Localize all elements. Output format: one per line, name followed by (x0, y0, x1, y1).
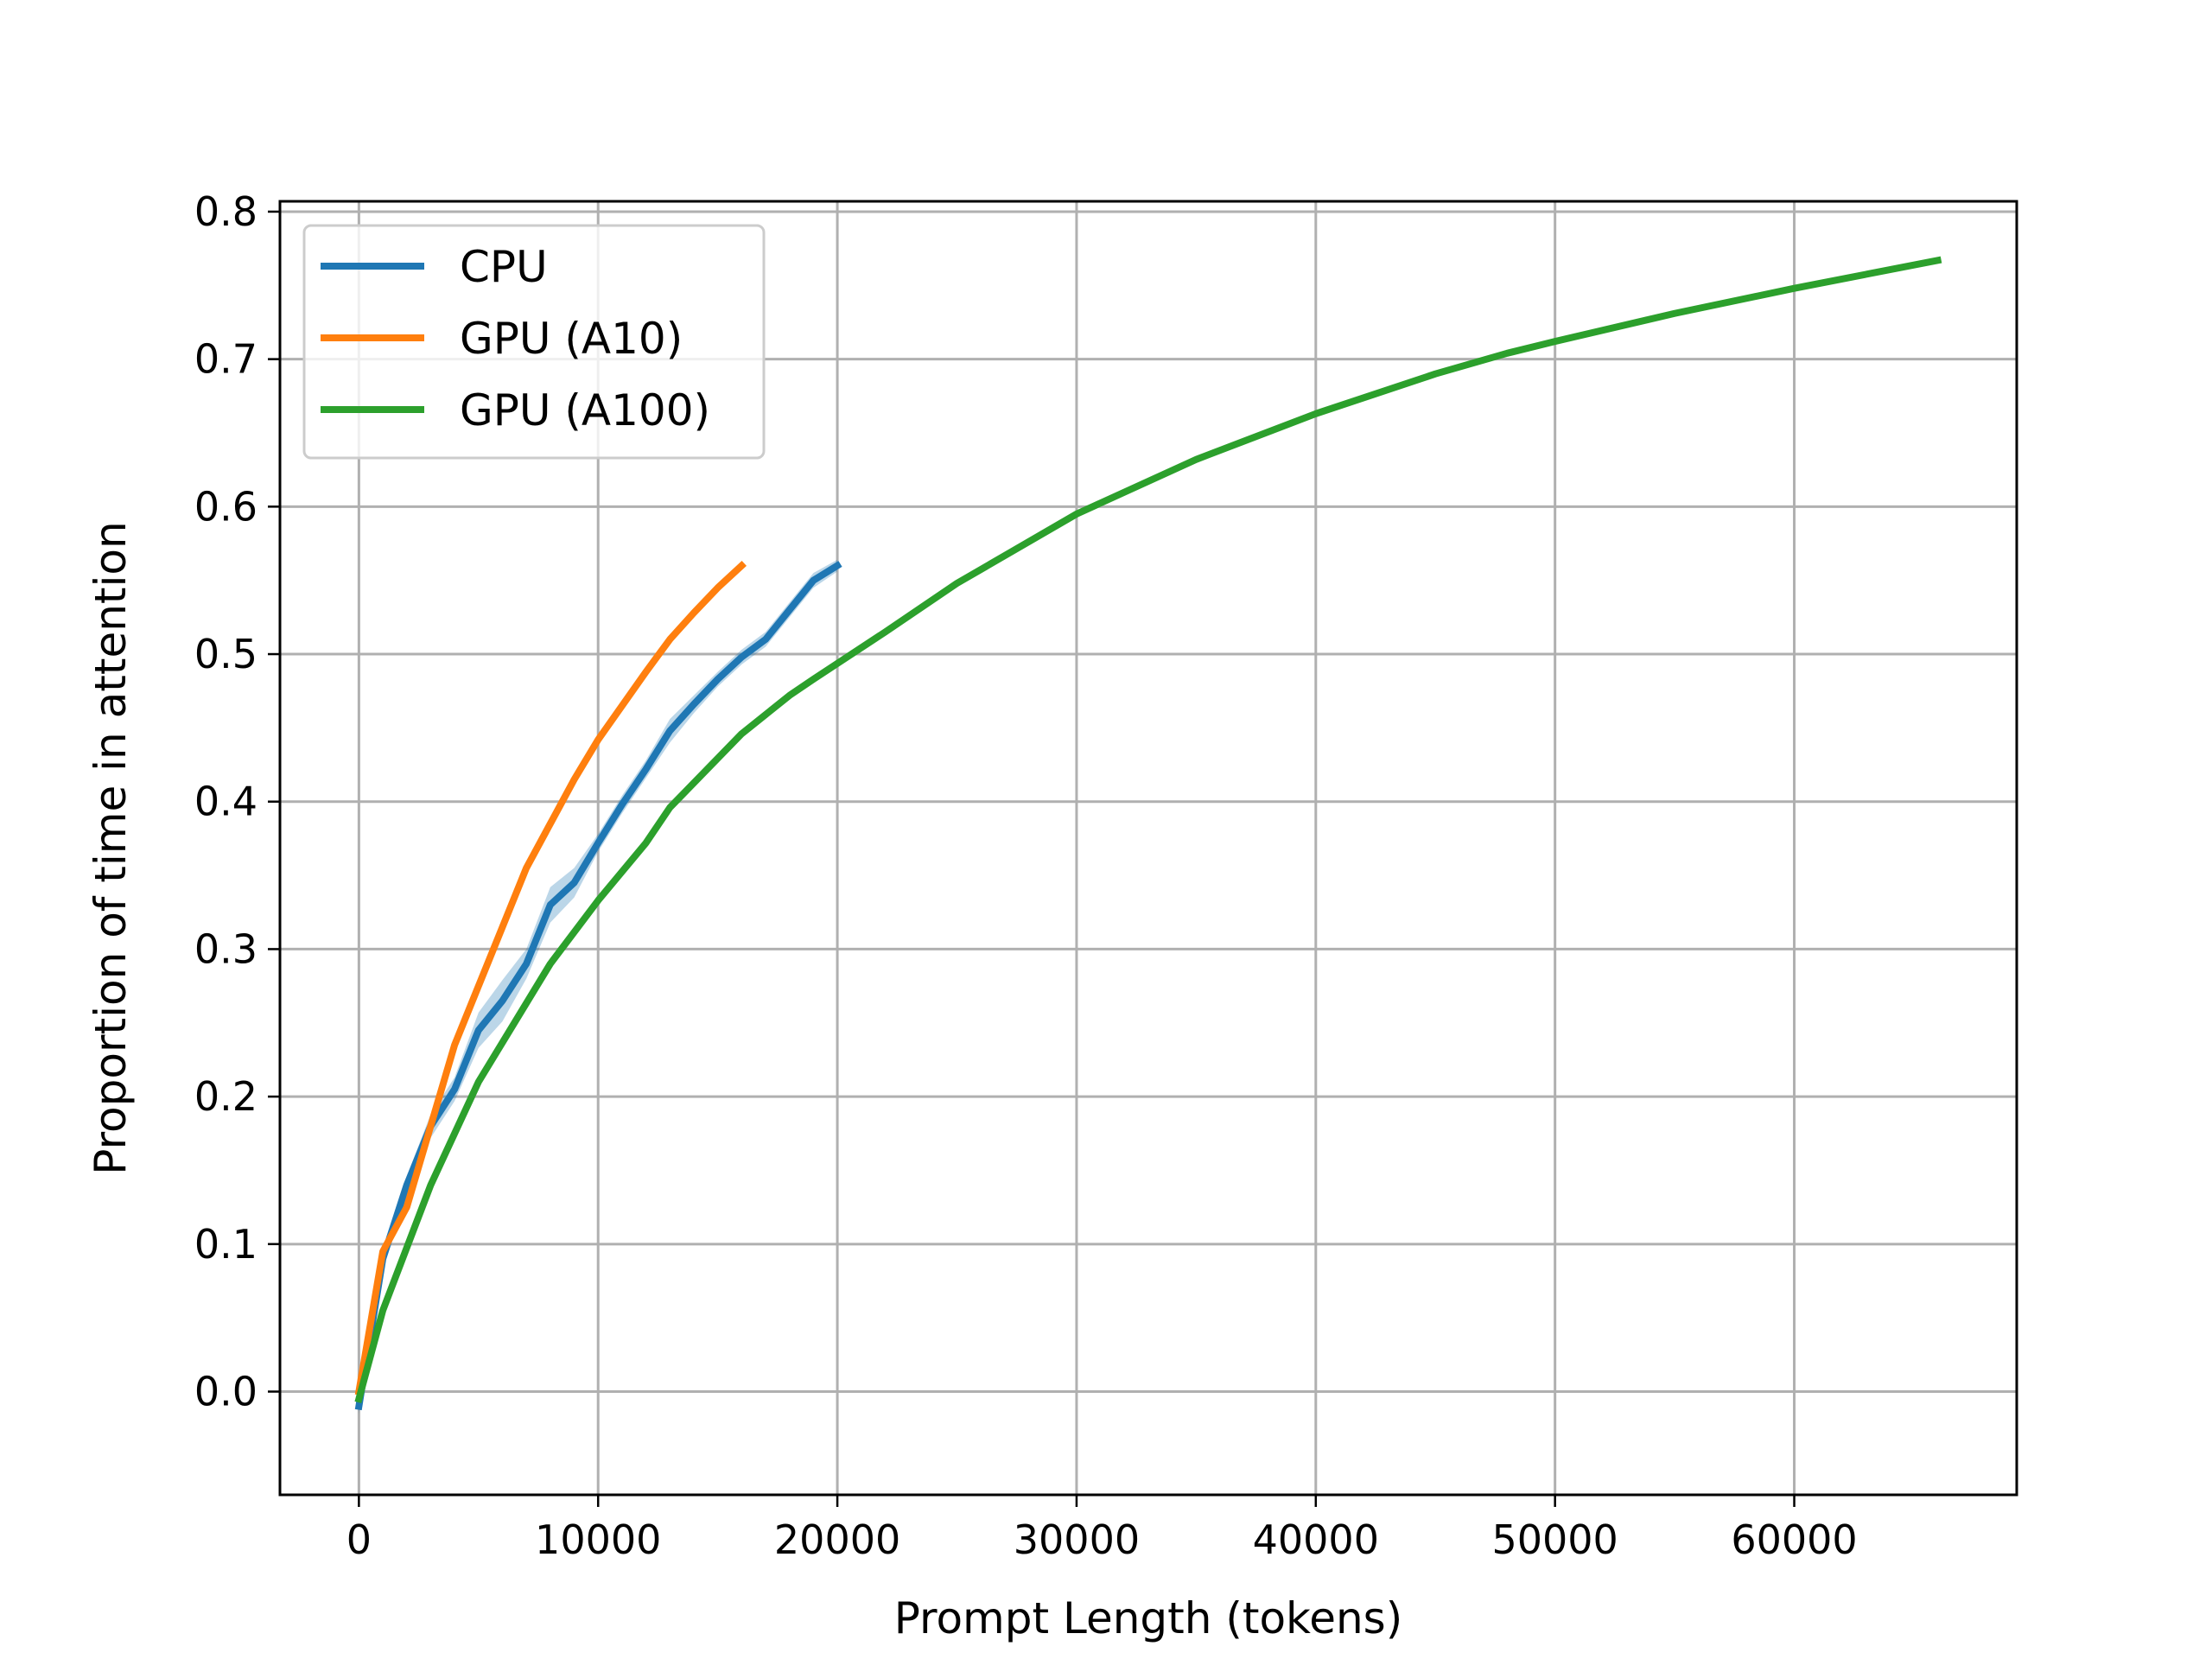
x-tick-label: 10000 (535, 1516, 661, 1563)
legend-box (302, 224, 766, 460)
legend-label: GPU (A10) (460, 314, 683, 364)
x-tick-label: 40000 (1253, 1516, 1379, 1563)
y-tick-label: 0.6 (194, 483, 257, 530)
x-axis-title: Prompt Length (tokens) (894, 1593, 1403, 1643)
y-tick-label: 0.5 (194, 631, 257, 677)
x-tick-label: 30000 (1014, 1516, 1140, 1563)
legend-label: CPU (460, 242, 548, 292)
y-tick-label: 0.1 (194, 1221, 257, 1268)
series-line (354, 256, 1942, 1403)
legend-label: GPU (A100) (460, 385, 710, 435)
grid (280, 201, 2017, 1495)
series-lines (354, 256, 1942, 1411)
y-tick-label: 0.8 (194, 188, 257, 235)
plot-area-frame (278, 200, 2018, 1497)
legend: CPU GPU (A10) GPU (A100) (302, 224, 766, 460)
y-tick-label: 0.0 (194, 1369, 257, 1415)
x-tick-label: 20000 (774, 1516, 900, 1563)
series-line (354, 561, 842, 1411)
x-tick-label: 50000 (1491, 1516, 1618, 1563)
axis-ticks: 0 10000 20000 30000 40000 50000 60000 0.0 0.1 0.2… (194, 188, 1858, 1563)
y-tick-label: 0.7 (194, 336, 257, 383)
y-tick-label: 0.3 (194, 925, 257, 972)
y-axis-title: Proportion of time in attention (86, 521, 136, 1174)
y-tick-label: 0.4 (194, 779, 257, 825)
x-tick-label: 0 (346, 1516, 372, 1563)
x-tick-label: 60000 (1731, 1516, 1857, 1563)
series-line (354, 560, 747, 1396)
y-tick-label: 0.2 (194, 1073, 257, 1120)
